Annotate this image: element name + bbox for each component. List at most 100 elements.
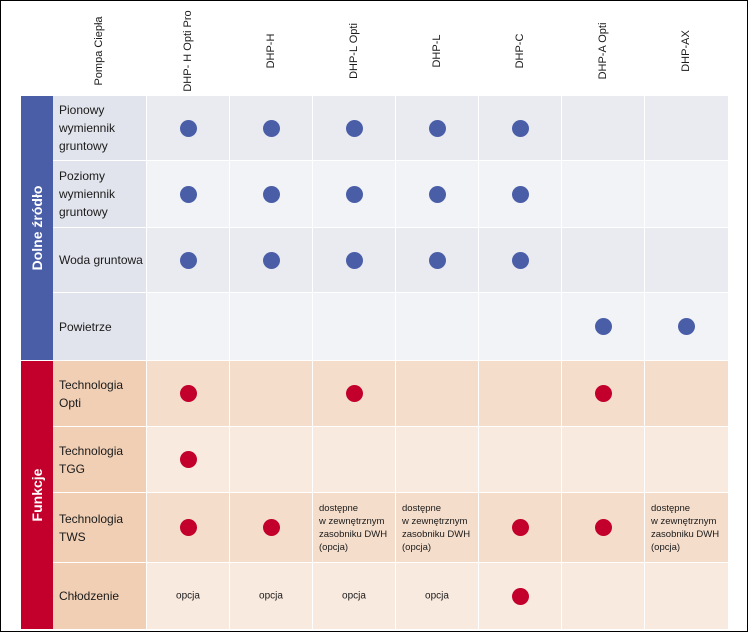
row-header-pionowy-wymiennik-gruntowy: Pionowy wymiennik gruntowy <box>53 96 146 160</box>
table-cell: dostępne w zewnętrznym zasobniku DWH (opcja… <box>645 493 728 562</box>
red-dot-marker <box>594 519 612 536</box>
column-header-label: DHP-L Opti <box>347 23 360 79</box>
table-cell <box>147 493 229 562</box>
group-label: Dolne źródło <box>29 185 45 271</box>
table-cell <box>230 96 312 160</box>
row-label-line: Poziomy <box>59 169 106 183</box>
note-line: dostępne <box>651 502 691 514</box>
table-cell: opcja <box>147 563 229 629</box>
table-cell <box>230 427 312 492</box>
availability-note: dostępne w zewnętrznym zasobniku DWH (opcja… <box>402 502 470 554</box>
table-cell <box>230 293 312 360</box>
row-label: Woda gruntowa <box>59 251 149 269</box>
blue-dot-marker <box>179 251 197 269</box>
table-cell <box>645 161 728 227</box>
red-dot-marker <box>594 385 612 402</box>
availability-note: dostępne w zewnętrznym zasobniku DWH (opcja… <box>651 502 719 554</box>
blue-dot-marker <box>262 251 280 269</box>
table-cell <box>645 228 728 292</box>
table-cell <box>479 96 561 160</box>
row-label-line: Opti <box>59 395 82 410</box>
row-header-ch-odzenie: Chłodzenie <box>53 563 146 629</box>
table-cell <box>313 228 395 292</box>
row-label: Poziomy wymiennik gruntowy <box>59 167 149 221</box>
table-cell <box>230 228 312 292</box>
table-cell: dostępne w zewnętrznym zasobniku DWH (opcja… <box>396 493 478 562</box>
note-line: zasobniku DWH <box>402 528 471 540</box>
column-header-dhp-c: DHP-C <box>478 6 561 96</box>
note-line: (opcja) <box>319 541 349 553</box>
corner-header: Pompa Ciepła <box>53 6 145 96</box>
row-label-line: TGG <box>59 461 85 476</box>
column-header-dhp-h: DHP-H <box>229 6 312 96</box>
group-label: Funkcje <box>29 468 45 522</box>
blue-dot-marker <box>345 251 363 269</box>
table-cell <box>313 361 395 426</box>
table-cell <box>562 493 644 562</box>
note-line: zasobniku DWH <box>651 528 720 540</box>
column-header-label: DHP-H <box>264 33 277 69</box>
row-label: Pionowy wymiennik gruntowy <box>59 101 149 155</box>
row-label-line: Chłodzenie <box>59 589 120 603</box>
column-header-dhp-l-opti: DHP-L Opti <box>312 6 395 96</box>
table-cell <box>562 96 644 160</box>
row-label: Chłodzenie <box>59 587 149 605</box>
blue-dot-marker <box>262 119 280 137</box>
table-cell <box>396 361 478 426</box>
column-header-dhp-a-opti: DHP-A Opti <box>561 6 644 96</box>
note-line: zasobniku DWH <box>319 528 388 540</box>
option-text: opcja <box>176 590 200 602</box>
blue-dot-marker <box>428 185 446 203</box>
row-label-line: Technologia <box>59 443 124 458</box>
note-line: w zewnętrznym <box>319 515 385 527</box>
note-line: w zewnętrznym <box>651 515 717 527</box>
table-cell <box>147 427 229 492</box>
table-cell <box>479 161 561 227</box>
table-cell <box>147 361 229 426</box>
table-cell <box>396 161 478 227</box>
table-cell <box>313 427 395 492</box>
red-dot-marker <box>179 519 197 536</box>
red-dot-marker <box>345 385 363 402</box>
row-header-poziomy-wymiennik-gruntowy: Poziomy wymiennik gruntowy <box>53 161 146 227</box>
blue-dot-marker <box>594 318 612 335</box>
red-dot-marker <box>511 519 529 536</box>
group-band-funkcje: Funkcje <box>21 361 53 629</box>
option-text: opcja <box>425 590 449 602</box>
table-cell <box>479 563 561 629</box>
table-cell <box>562 293 644 360</box>
row-label-line: gruntowy <box>59 139 108 153</box>
column-header-dhp-h-opti-pro: DHP- H Opti Pro <box>146 6 229 96</box>
option-text: opcja <box>259 590 283 602</box>
table-cell <box>479 293 561 360</box>
table-cell <box>147 161 229 227</box>
blue-dot-marker <box>179 119 197 137</box>
table-cell <box>479 228 561 292</box>
option-text: opcja <box>342 590 366 602</box>
row-header-technologia-tws: Technologia TWS <box>53 493 146 562</box>
table-cell <box>147 228 229 292</box>
column-header-dhp-ax: DHP-AX <box>644 6 728 96</box>
corner-header-label: Pompa Ciepła <box>93 16 105 86</box>
table-cell <box>396 228 478 292</box>
blue-dot-marker <box>262 185 280 203</box>
table-cell <box>313 96 395 160</box>
table-cell <box>645 563 728 629</box>
column-header-label: DHP-A Opti <box>596 22 609 80</box>
table-cell <box>230 361 312 426</box>
blue-dot-marker <box>678 318 695 335</box>
column-header-label: DHP-AX <box>680 30 692 72</box>
row-label-line: Powietrze <box>59 319 112 334</box>
availability-note: dostępne w zewnętrznym zasobniku DWH (opcja… <box>319 502 387 554</box>
table-cell <box>313 293 395 360</box>
table-cell <box>562 563 644 629</box>
row-header-technologia-opti: Technologia Opti <box>53 361 146 426</box>
column-header-label: DHP-C <box>513 33 526 69</box>
table-cell <box>645 96 728 160</box>
red-dot-marker <box>179 451 197 468</box>
table-cell <box>479 361 561 426</box>
blue-dot-marker <box>428 251 446 269</box>
row-header-powietrze: Powietrze <box>53 293 146 360</box>
table-cell <box>396 96 478 160</box>
